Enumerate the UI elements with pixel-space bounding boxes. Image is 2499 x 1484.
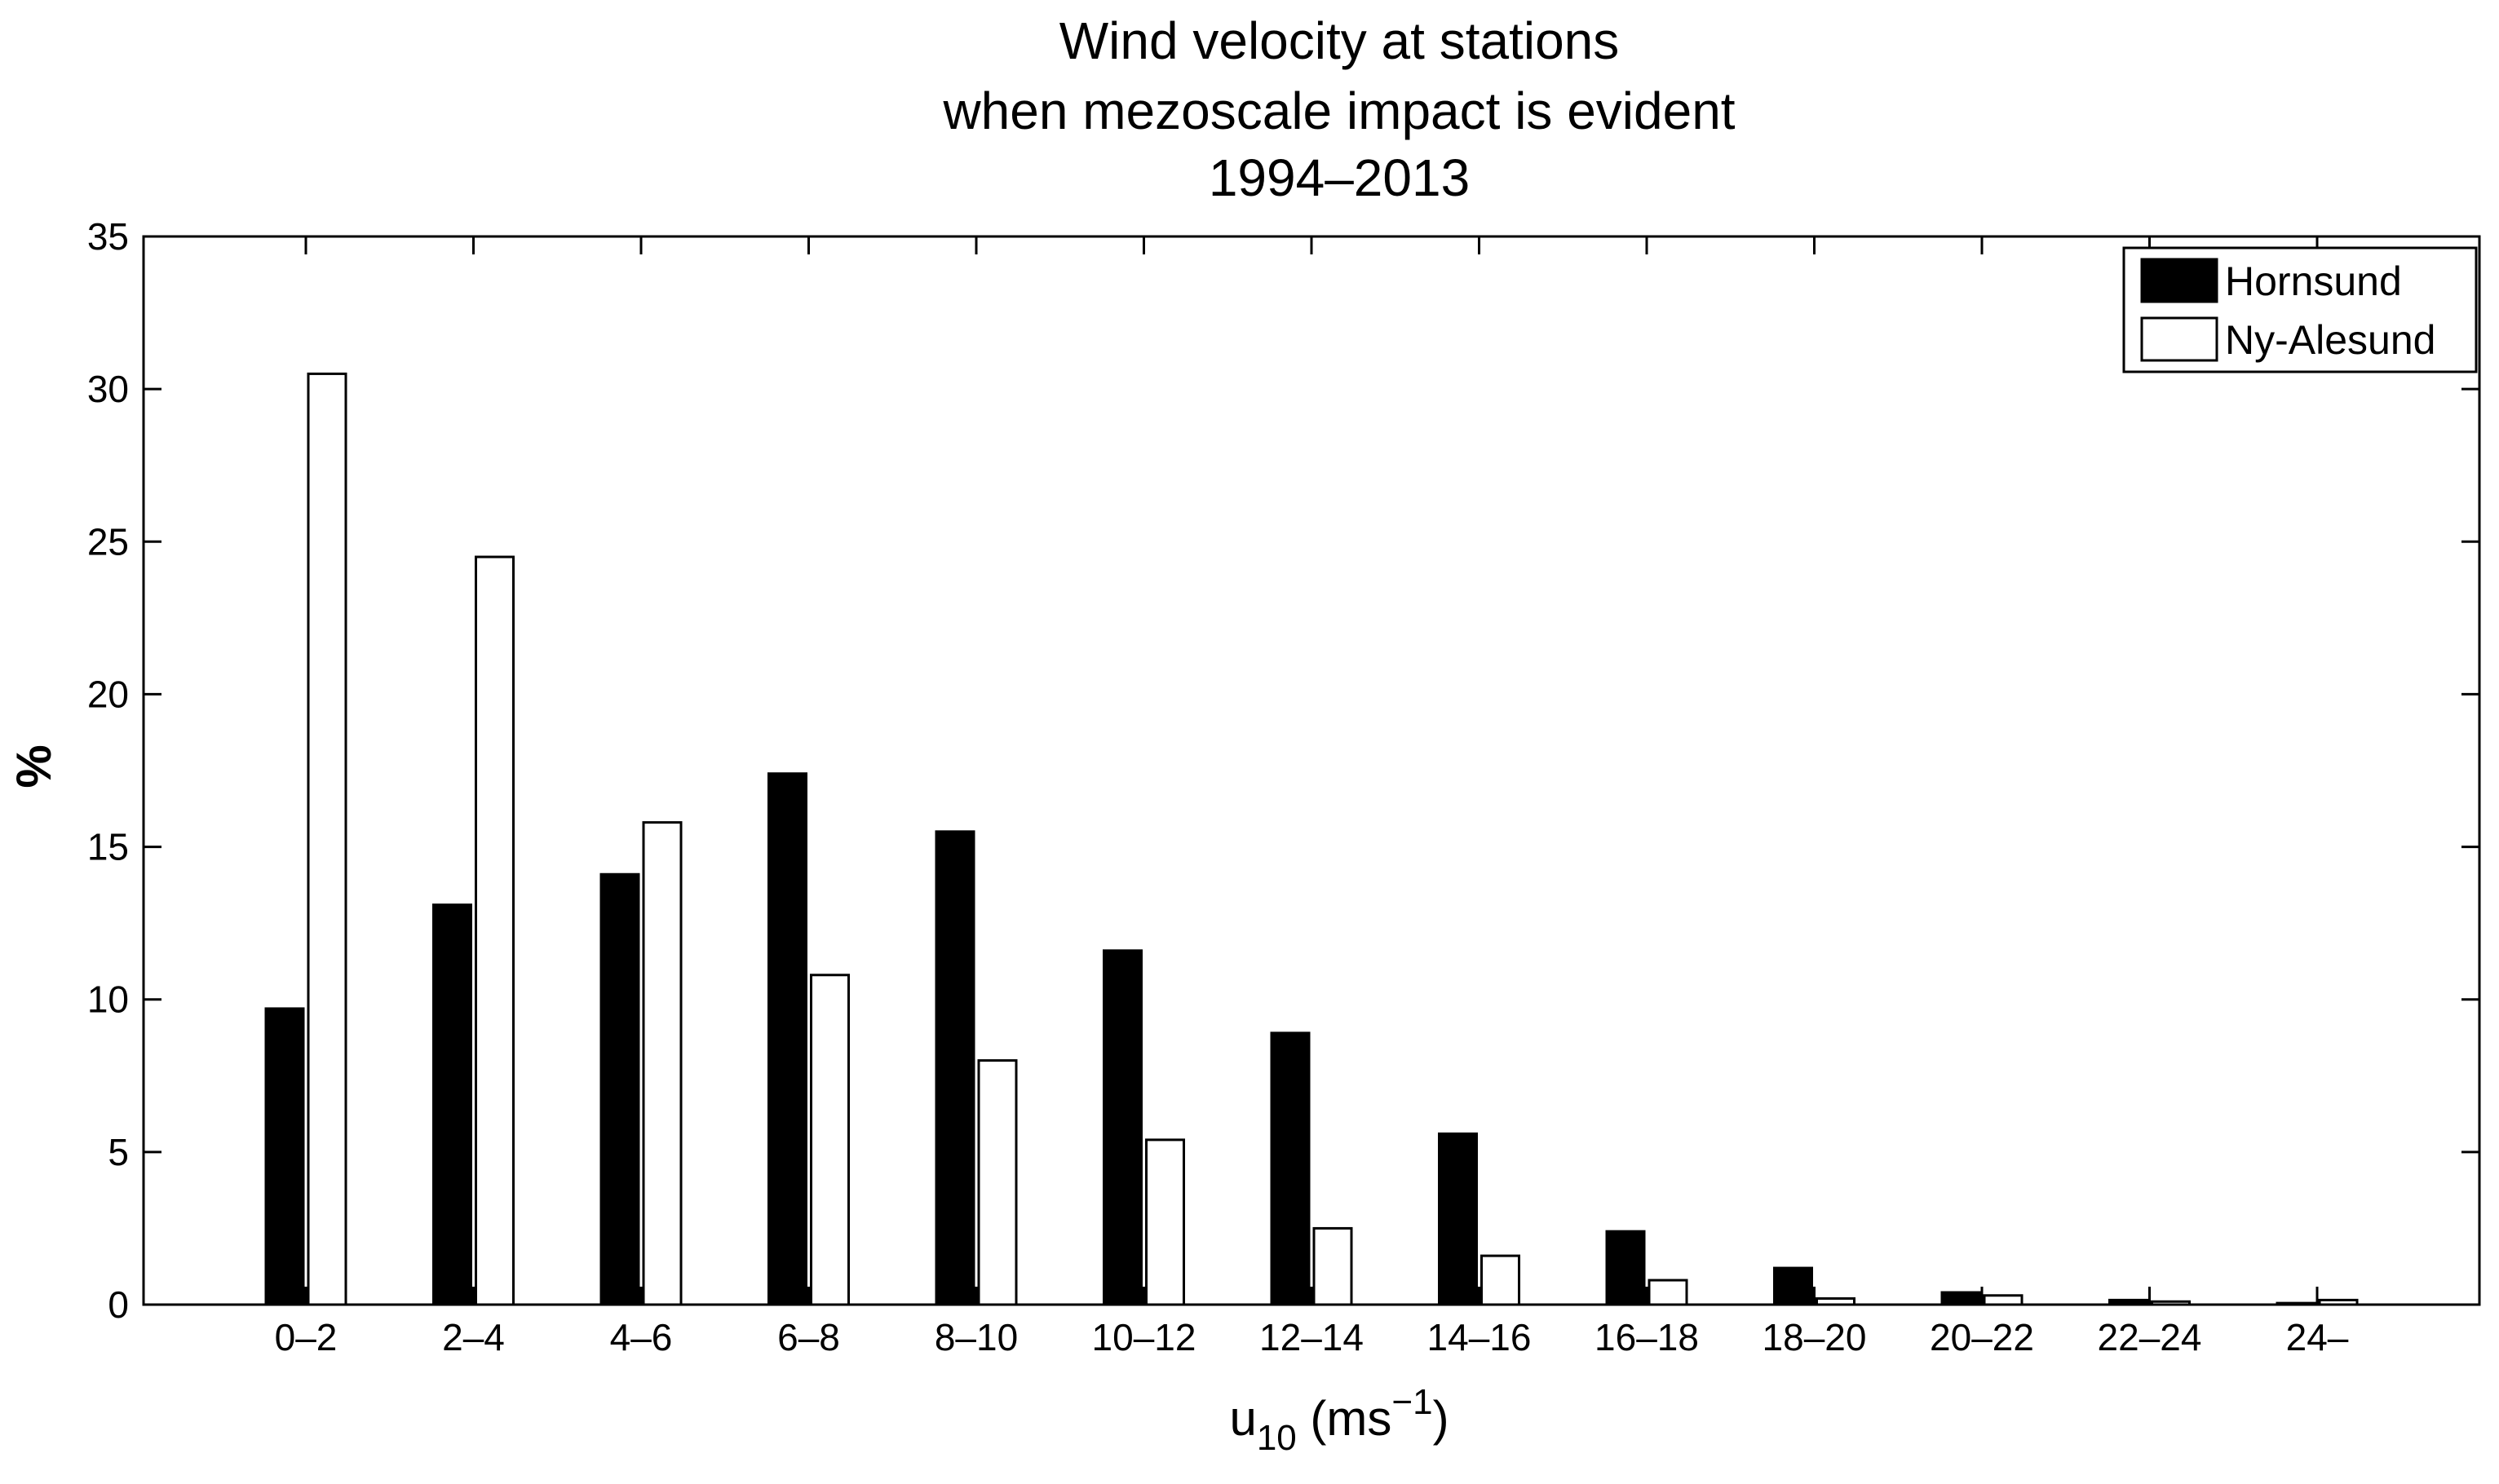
bar-hornsund: [1605, 1230, 1646, 1306]
plot-area-frame: [142, 235, 2481, 1306]
legend-swatch-hornsund: [2140, 258, 2218, 303]
bar-hornsund: [432, 903, 472, 1306]
x-tick-label: 12–14: [1259, 1316, 1364, 1358]
x-axis-label-base: u: [1229, 1391, 1256, 1446]
x-tick-label: 16–18: [1594, 1316, 1699, 1358]
bar-ny-alesund: [475, 555, 515, 1306]
chart-title-line-1: Wind velocity at stations: [1059, 11, 1620, 70]
bar-ny-alesund: [810, 974, 850, 1306]
legend: Hornsund Ny-Alesund: [2122, 246, 2478, 373]
y-tick-label: 30: [87, 368, 129, 410]
bar-ny-alesund: [1312, 1226, 1353, 1306]
x-tick-label: 4–6: [610, 1316, 673, 1358]
bar-hornsund: [599, 872, 640, 1306]
x-axis-label-subscript: 10: [1257, 1418, 1297, 1458]
legend-label-hornsund: Hornsund: [2225, 258, 2402, 304]
x-axis-label-unit: (ms: [1297, 1391, 1392, 1446]
x-axis-label: u10 (ms−1): [1229, 1382, 1449, 1458]
x-tick-label: 0–2: [275, 1316, 338, 1358]
chart-title-line-3: 1994–2013: [1209, 148, 1470, 207]
y-tick-label: 15: [87, 826, 129, 868]
bar-hornsund: [1773, 1266, 1813, 1306]
bar-hornsund: [1103, 949, 1143, 1306]
y-axis-ticks: 0 5 10 15 20 25 30 35: [87, 215, 2479, 1326]
chart-title: Wind velocity at stations when mezoscale…: [942, 11, 1735, 207]
x-tick-label: 6–8: [777, 1316, 840, 1358]
bar-ny-alesund: [1983, 1294, 2024, 1306]
y-tick-label: 0: [108, 1283, 129, 1326]
bar-hornsund: [1940, 1291, 1981, 1306]
bar-ny-alesund: [307, 372, 347, 1306]
bar-ny-alesund: [642, 821, 683, 1306]
bar-hornsund: [1270, 1031, 1311, 1306]
bar-ny-alesund: [977, 1059, 1018, 1306]
x-tick-label: 2–4: [442, 1316, 505, 1358]
x-tick-label: 18–20: [1763, 1316, 1867, 1358]
legend-swatch-ny-alesund: [2140, 316, 2218, 362]
x-axis-label-superscript: −1: [1391, 1382, 1432, 1422]
x-tick-label: 10–12: [1092, 1316, 1196, 1358]
x-axis-label-unit-close: ): [1433, 1391, 1449, 1446]
bar-hornsund: [1438, 1132, 1478, 1306]
x-tick-label: 20–22: [1930, 1316, 2034, 1358]
x-tick-label: 24–: [2286, 1316, 2349, 1358]
bar-hornsund: [935, 830, 975, 1306]
bar-ny-alesund: [1648, 1279, 1688, 1306]
x-tick-label: 8–10: [935, 1316, 1018, 1358]
legend-label-ny-alesund: Ny-Alesund: [2225, 317, 2435, 363]
y-tick-label: 10: [87, 978, 129, 1021]
y-tick-label: 5: [108, 1131, 129, 1173]
chart-title-line-2: when mezoscale impact is evident: [942, 82, 1735, 140]
bar-ny-alesund: [1145, 1138, 1185, 1306]
y-tick-label: 25: [87, 520, 129, 563]
bar-ny-alesund: [1480, 1254, 1520, 1306]
x-tick-label: 22–24: [2098, 1316, 2202, 1358]
y-tick-label: 20: [87, 673, 129, 715]
bar-hornsund: [264, 1007, 305, 1306]
bars-layer: [264, 372, 2359, 1306]
x-axis-ticks: 0–2 2–4 4–6 6–8 8–10 10–12 12–14 14–16 16–18 18–2…: [275, 236, 2349, 1358]
y-tick-label: 35: [87, 215, 129, 258]
y-axis-label: %: [7, 744, 61, 788]
x-tick-label: 14–16: [1427, 1316, 1532, 1358]
bar-hornsund: [767, 772, 807, 1306]
